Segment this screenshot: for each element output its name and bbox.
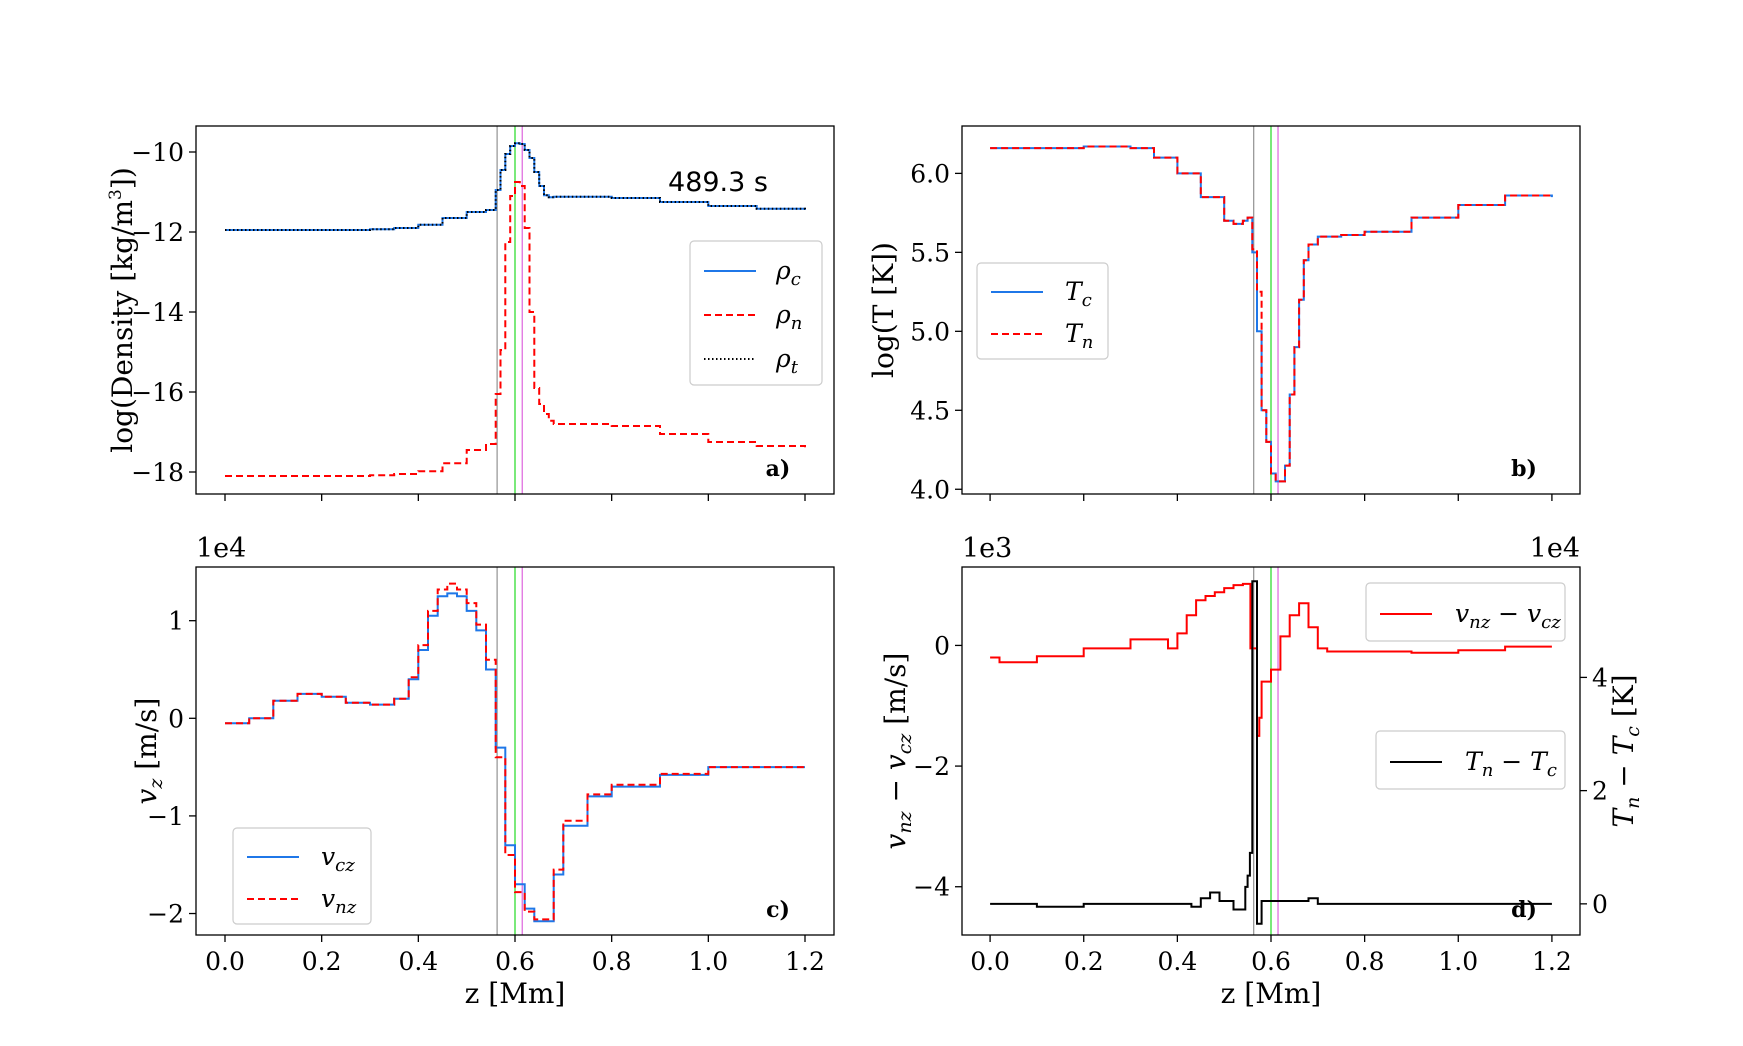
panel-d-y-axis-label-right: Tn − Tc [K] xyxy=(1607,674,1644,827)
legend-label: Tn − Tc xyxy=(1465,747,1557,781)
y-tick-label: 5.5 xyxy=(910,238,950,267)
y-tick-label: −12 xyxy=(131,218,184,247)
x-tick-label: 0.0 xyxy=(970,947,1010,976)
y-tick-label-right: 4 xyxy=(1592,663,1608,692)
y-tick-label: −2 xyxy=(147,900,184,929)
panel-c-x-ticks: 0.0 0.2 0.4 0.6 0.8 1.0 1.2 xyxy=(205,935,825,976)
panel-b-series xyxy=(990,145,1553,483)
x-tick-label: 1.0 xyxy=(1438,947,1478,976)
y-tick-label: −1 xyxy=(147,802,184,831)
y-tick-label: −10 xyxy=(131,138,184,167)
panel-b-y-axis-label: log(T [K]) xyxy=(867,242,900,378)
series-T_n xyxy=(990,145,1553,483)
y-tick-label: −18 xyxy=(131,458,184,487)
panel-d-y-axis-label: vnz − vcz [m/s] xyxy=(879,653,916,850)
y-tick-label: −2 xyxy=(913,752,950,781)
panel-d-series xyxy=(990,580,1552,925)
legend-box xyxy=(1375,730,1566,790)
panel-d-label: d) xyxy=(1511,897,1537,923)
y-tick-label-right: 2 xyxy=(1592,777,1608,806)
time-annotation: 489.3 s xyxy=(668,167,768,198)
panel-d-offset-text-right: 1e4 xyxy=(1530,533,1580,564)
legend-label: ρt xyxy=(775,344,799,378)
panel-c-series xyxy=(225,582,805,923)
legend-label: vnz xyxy=(321,884,357,918)
y-tick-label: 1 xyxy=(168,607,184,636)
y-tick-label-right: 0 xyxy=(1592,890,1608,919)
panel-d-y-ticks-right: 0 2 4 xyxy=(1580,663,1608,919)
panel-c-legend: vcz vnz xyxy=(232,827,372,925)
panel-a-series xyxy=(225,142,806,477)
panel-d-y-ticks: −4 −2 0 xyxy=(913,631,962,902)
y-tick-label: 6.0 xyxy=(910,159,950,188)
series-v_nz xyxy=(225,582,805,921)
legend-box xyxy=(1365,582,1566,642)
series-dT xyxy=(990,580,1552,925)
panel-c-x-axis-label: z [Mm] xyxy=(465,977,566,1010)
y-tick-label: 4.0 xyxy=(910,475,950,504)
panel-b-vertical-lines xyxy=(1253,126,1279,494)
x-tick-label: 0.6 xyxy=(1251,947,1291,976)
y-tick-label: 0 xyxy=(168,704,184,733)
legend-box xyxy=(232,827,372,925)
y-tick-label: 5.0 xyxy=(910,317,950,346)
panel-a-label: a) xyxy=(766,456,791,482)
legend-label: vnz − vcz xyxy=(1455,599,1561,633)
x-tick-label: 0.8 xyxy=(1345,947,1385,976)
x-tick-label: 0.4 xyxy=(398,947,438,976)
panel-d-offset-text: 1e3 xyxy=(962,533,1012,564)
panel-a-x-ticks xyxy=(224,494,806,501)
panel-b-legend: Tc Tn xyxy=(976,262,1109,360)
y-tick-label: −16 xyxy=(131,378,184,407)
y-tick-label: 0 xyxy=(934,631,950,660)
legend-box xyxy=(976,262,1109,360)
x-tick-label: 0.8 xyxy=(592,947,632,976)
series-dv xyxy=(990,582,1552,737)
legend-label: vcz xyxy=(321,842,355,876)
panel-c-velocity: 0.0 0.2 0.4 0.6 0.8 1.0 1.2 −2 −1 0 1 vz [m/s] 1e… xyxy=(130,533,835,1010)
series-rho_n xyxy=(225,181,806,477)
panel-d-x-ticks: 0.0 0.2 0.4 0.6 0.8 1.0 1.2 xyxy=(970,935,1572,976)
x-tick-label: 0.2 xyxy=(1064,947,1104,976)
panel-b-label: b) xyxy=(1511,456,1537,482)
x-tick-label: 0.2 xyxy=(302,947,342,976)
x-tick-label: 0.6 xyxy=(495,947,535,976)
y-tick-label: 4.5 xyxy=(910,396,950,425)
panel-c-label: c) xyxy=(766,897,790,923)
x-tick-label: 1.2 xyxy=(1532,947,1572,976)
y-tick-label: −4 xyxy=(913,873,950,902)
panel-c-offset-text: 1e4 xyxy=(196,533,246,564)
panel-a-y-axis-label-exponent: 3 xyxy=(106,189,126,200)
legend-label: Tn xyxy=(1065,319,1093,353)
panel-d-differences: 0.0 0.2 0.4 0.6 0.8 1.0 1.2 −4 −2 0 0 2 4 vnz − vc… xyxy=(879,533,1644,1010)
x-tick-label: 0.0 xyxy=(205,947,245,976)
legend-label: Tc xyxy=(1065,277,1092,311)
panel-c-y-axis-label-sub: z xyxy=(145,778,167,790)
panel-a-y-axis-label: log(Density [kg/m3]) xyxy=(106,167,139,453)
panel-d-vertical-lines xyxy=(1253,567,1279,935)
panel-a-y-ticks: −18 −16 −14 −12 −10 xyxy=(131,138,196,487)
panel-b-x-ticks xyxy=(989,494,1553,501)
legend-label: ρn xyxy=(775,300,802,334)
x-tick-label: 1.2 xyxy=(785,947,825,976)
panel-d-legend-dT: Tn − Tc xyxy=(1375,730,1566,790)
panel-d-x-axis-label: z [Mm] xyxy=(1221,977,1322,1010)
panel-b-y-ticks: 4.0 4.5 5.0 5.5 6.0 xyxy=(910,159,962,504)
panel-b-temperature: 4.0 4.5 5.0 5.5 6.0 log(T [K]) b) Tc Tn xyxy=(867,125,1581,504)
legend-box xyxy=(689,240,823,386)
y-tick-label: −14 xyxy=(131,298,184,327)
x-tick-label: 1.0 xyxy=(688,947,728,976)
legend-label: ρc xyxy=(775,256,801,290)
x-tick-label: 0.4 xyxy=(1157,947,1197,976)
panel-d-legend-dv: vnz − vcz xyxy=(1365,582,1566,642)
panel-c-y-axis-label: vz [m/s] xyxy=(130,698,167,805)
series-rho_t xyxy=(225,142,806,231)
panel-a-legend: ρc ρn ρt xyxy=(689,240,823,386)
panel-c-y-ticks: −2 −1 0 1 xyxy=(147,607,196,929)
panel-a-density: −18 −16 −14 −12 −10 log(Density [kg/m3]) 489… xyxy=(106,125,835,501)
